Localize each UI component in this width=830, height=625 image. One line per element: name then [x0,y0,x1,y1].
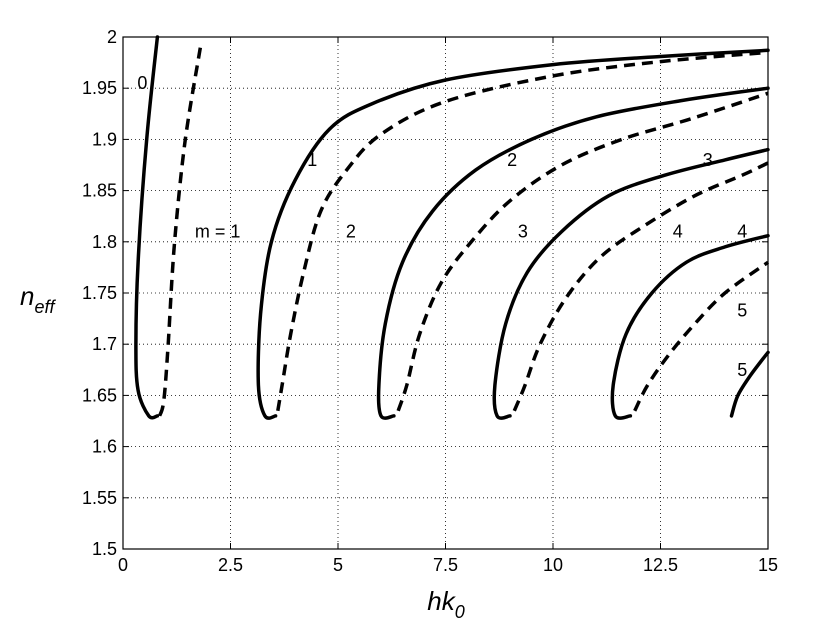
tick-labels: 0 2.5 5 7.5 10 12.5 151.51.551.61.651.71.751.8… [82,27,778,575]
dashed-curve [276,50,769,412]
y-tick-label: 1.5 [92,539,117,559]
dashed-curve [157,46,203,417]
y-tick-label: 1.95 [82,78,117,98]
curve-label: 3 [703,150,713,170]
y-tick-label: 1.75 [82,283,117,303]
grid [123,37,768,549]
dashed-curve [512,161,769,412]
solid-curve [256,48,770,420]
curve-label: 3 [518,222,528,242]
y-tick-label: 1.9 [92,129,117,149]
curve-label: 4 [737,222,747,242]
solid-curve [376,86,770,420]
x-tick-label: 0 [118,555,128,575]
y-axis-label-sub: eff [34,297,56,317]
y-tick-label: 1.65 [82,385,117,405]
curve-label: 1 [307,150,317,170]
x-tick-label: 2.5 [218,555,243,575]
x-tick-label: 5 [333,555,343,575]
curve-label: 5 [737,300,747,320]
dashed-curve [633,260,770,412]
solid-curve [610,233,770,420]
y-axis-label: neff [20,281,56,317]
curve-label: 4 [673,222,683,242]
solid-curve [492,147,770,420]
curve-label: 2 [507,150,517,170]
x-axis-label-sub: 0 [455,602,465,622]
curves [134,35,770,420]
ticks [122,36,769,550]
y-tick-label: 1.85 [82,181,117,201]
x-tick-label: 7.5 [433,555,458,575]
curve-label: m = 1 [195,222,241,242]
x-tick-label: 12.5 [643,555,678,575]
annotations: 0 m = 1 1 2 2 3 3 4 4 5 5 [137,73,747,380]
y-tick-label: 1.6 [92,437,117,457]
y-axis-label-main: n [20,281,34,311]
y-tick-label: 2 [107,27,117,47]
solid-curve [134,35,160,420]
x-tick-label: 15 [758,555,778,575]
y-tick-label: 1.8 [92,232,117,252]
y-tick-label: 1.7 [92,334,117,354]
x-tick-label: 10 [543,555,563,575]
x-axis-label-main: hk [427,586,456,616]
curve-label: 2 [346,222,356,242]
dashed-curve [396,91,769,412]
curve-label: 5 [737,360,747,380]
solid-curve [729,350,770,418]
y-tick-label: 1.55 [82,488,117,508]
x-axis-label: hk0 [427,586,464,622]
curve-label: 0 [137,73,147,93]
